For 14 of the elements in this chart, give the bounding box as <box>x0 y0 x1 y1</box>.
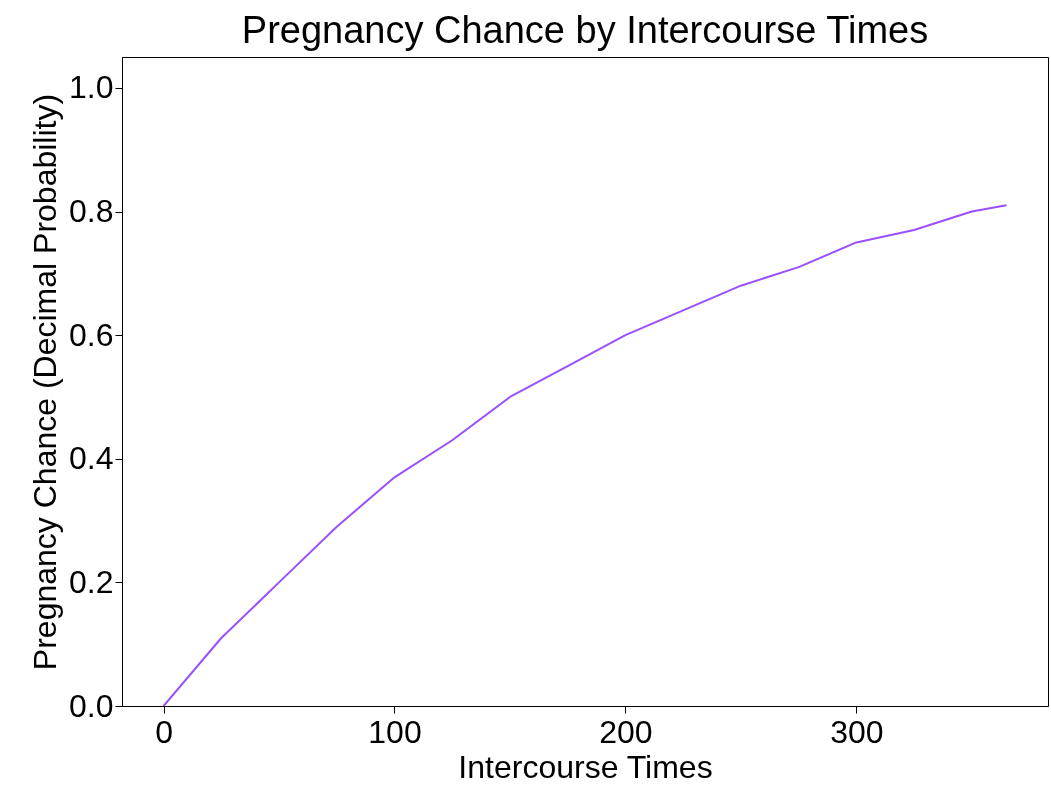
x-axis-title: Intercourse Times <box>458 748 713 785</box>
x-tick-label: 200 <box>599 713 653 750</box>
y-axis-title: Pregnancy Chance (Decimal Probability) <box>27 93 64 671</box>
x-tick-label: 0 <box>155 713 173 750</box>
y-tick-label: 0.8 <box>69 193 114 230</box>
y-tick-label: 1.0 <box>69 69 114 106</box>
y-tick-label: 0.0 <box>69 687 114 724</box>
y-tick-label: 0.6 <box>69 316 114 353</box>
x-tick-label: 300 <box>830 713 884 750</box>
line-series <box>162 204 1008 706</box>
chart-title: Pregnancy Chance by Intercourse Times <box>241 9 929 51</box>
y-tick-label: 0.2 <box>69 563 114 600</box>
y-tick-label: 0.4 <box>69 440 114 477</box>
x-tick-label: 100 <box>368 713 422 750</box>
